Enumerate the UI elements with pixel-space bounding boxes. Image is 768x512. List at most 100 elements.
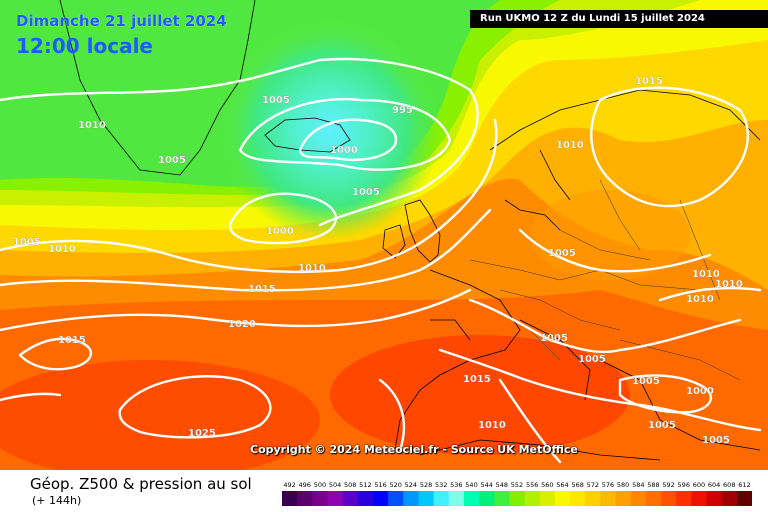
scale-swatch [297,491,313,506]
scale-label: 588 [647,481,659,489]
scale-label: 544 [480,481,492,489]
isobar-label: 1010 [298,263,326,274]
scale-label: 612 [738,481,750,489]
coastlines [59,0,761,461]
scale-swatch [600,491,616,506]
scale-label: 516 [374,481,386,489]
scale-label: 572 [587,481,599,489]
scale-swatch [630,491,647,506]
scale-swatch [706,491,722,506]
scale-label: 536 [450,481,462,489]
isobars [0,57,762,464]
scale-swatch [570,491,586,506]
scale-swatch [433,491,450,506]
scale-label: 532 [435,481,447,489]
scale-swatch [645,491,662,506]
isobar-label: 1005 [13,237,41,248]
scale-label: 580 [617,481,629,489]
isobar-label: 1010 [715,279,743,290]
color-scale: 492 496 500 504 508 512 516 520 524 528 532 536 540 5… [282,481,752,506]
field-title: Géop. Z500 & pression au sol [30,475,252,493]
isobar-label: 1010 [692,269,720,280]
scale-label: 504 [329,481,341,489]
isobar-label: 1005 [702,435,730,446]
scale-label: 564 [556,481,568,489]
scale-label: 512 [359,481,371,489]
isobar-label: 1025 [188,428,216,439]
scale-label: 600 [693,481,705,489]
isobar-label: 1000 [266,226,294,237]
scale-swatch [721,491,738,506]
scale-swatch [736,491,752,506]
isobar-label: 1005 [158,155,186,166]
scale-swatch [539,491,556,506]
scale-swatch [372,491,389,506]
scale-swatch [554,491,571,506]
copyright: Copyright © 2024 Meteociel.fr - Source U… [250,443,578,456]
scale-swatch [448,491,465,506]
isobar-label: 1010 [48,244,76,255]
isobar-label: 1005 [548,248,576,259]
isobar-label: 1015 [463,374,491,385]
scale-swatch [312,491,328,506]
scale-swatch [327,491,343,506]
scale-swatch [463,491,480,506]
borders [469,179,741,381]
scale-label: 500 [314,481,326,489]
lead-time: (+ 144h) [32,494,82,507]
scale-label: 604 [708,481,720,489]
forecast-date: Dimanche 21 juillet 2024 [16,12,227,30]
scale-label: 576 [602,481,614,489]
weather-map: 1010 1005 995 1000 1005 1005 1000 1010 1… [0,0,768,470]
isobar-label: 1005 [578,354,606,365]
isobar-label: 1010 [556,140,584,151]
scale-label: 568 [571,481,583,489]
isobar-label: 1010 [78,120,106,131]
isobar-label: 1015 [58,335,86,346]
scale-label: 548 [496,481,508,489]
isobar-label: 1005 [632,376,660,387]
scale-swatch [403,491,419,506]
scale-swatch [509,491,525,506]
isobar-label: 1005 [540,333,568,344]
scale-swatch [615,491,632,506]
scale-label: 524 [405,481,417,489]
scale-swatch [479,491,495,506]
scale-label: 556 [526,481,538,489]
scale-label: 552 [511,481,523,489]
scale-label: 560 [541,481,553,489]
isobar-label: 995 [392,105,413,116]
scale-swatch [661,491,677,506]
isobar-label: 1020 [228,319,256,330]
isobar-label: 1000 [330,145,358,156]
isobar-label: 1000 [686,386,714,397]
scale-label: 528 [420,481,432,489]
forecast-time: 12:00 locale [16,34,153,58]
isobar-label: 1005 [262,95,290,106]
isobar-label: 1005 [352,187,380,198]
scale-swatch [691,491,707,506]
scale-label: 592 [662,481,674,489]
isobar-labels: 1010 1005 995 1000 1005 1005 1000 1010 1… [13,76,743,446]
scale-label: 608 [723,481,735,489]
scale-label: 520 [389,481,401,489]
scale-label: 492 [283,481,295,489]
scale-swatch [676,491,692,506]
isobar-label: 1005 [648,420,676,431]
scale-swatch [524,491,541,506]
scale-swatch [282,491,298,506]
scale-swatch [342,491,359,506]
run-info: Run UKMO 12 Z du Lundi 15 juillet 2024 [470,10,768,28]
scale-label: 540 [465,481,477,489]
scale-label: 496 [299,481,311,489]
scale-label: 508 [344,481,356,489]
scale-label: 596 [678,481,690,489]
scale-swatch [357,491,374,506]
isobar-label: 1015 [635,76,663,87]
scale-swatch [388,491,404,506]
scale-swatch [585,491,601,506]
scale-swatch [418,491,434,506]
isobar-label: 1010 [686,294,714,305]
isobar-label: 1010 [478,420,506,431]
scale-swatch [494,491,510,506]
